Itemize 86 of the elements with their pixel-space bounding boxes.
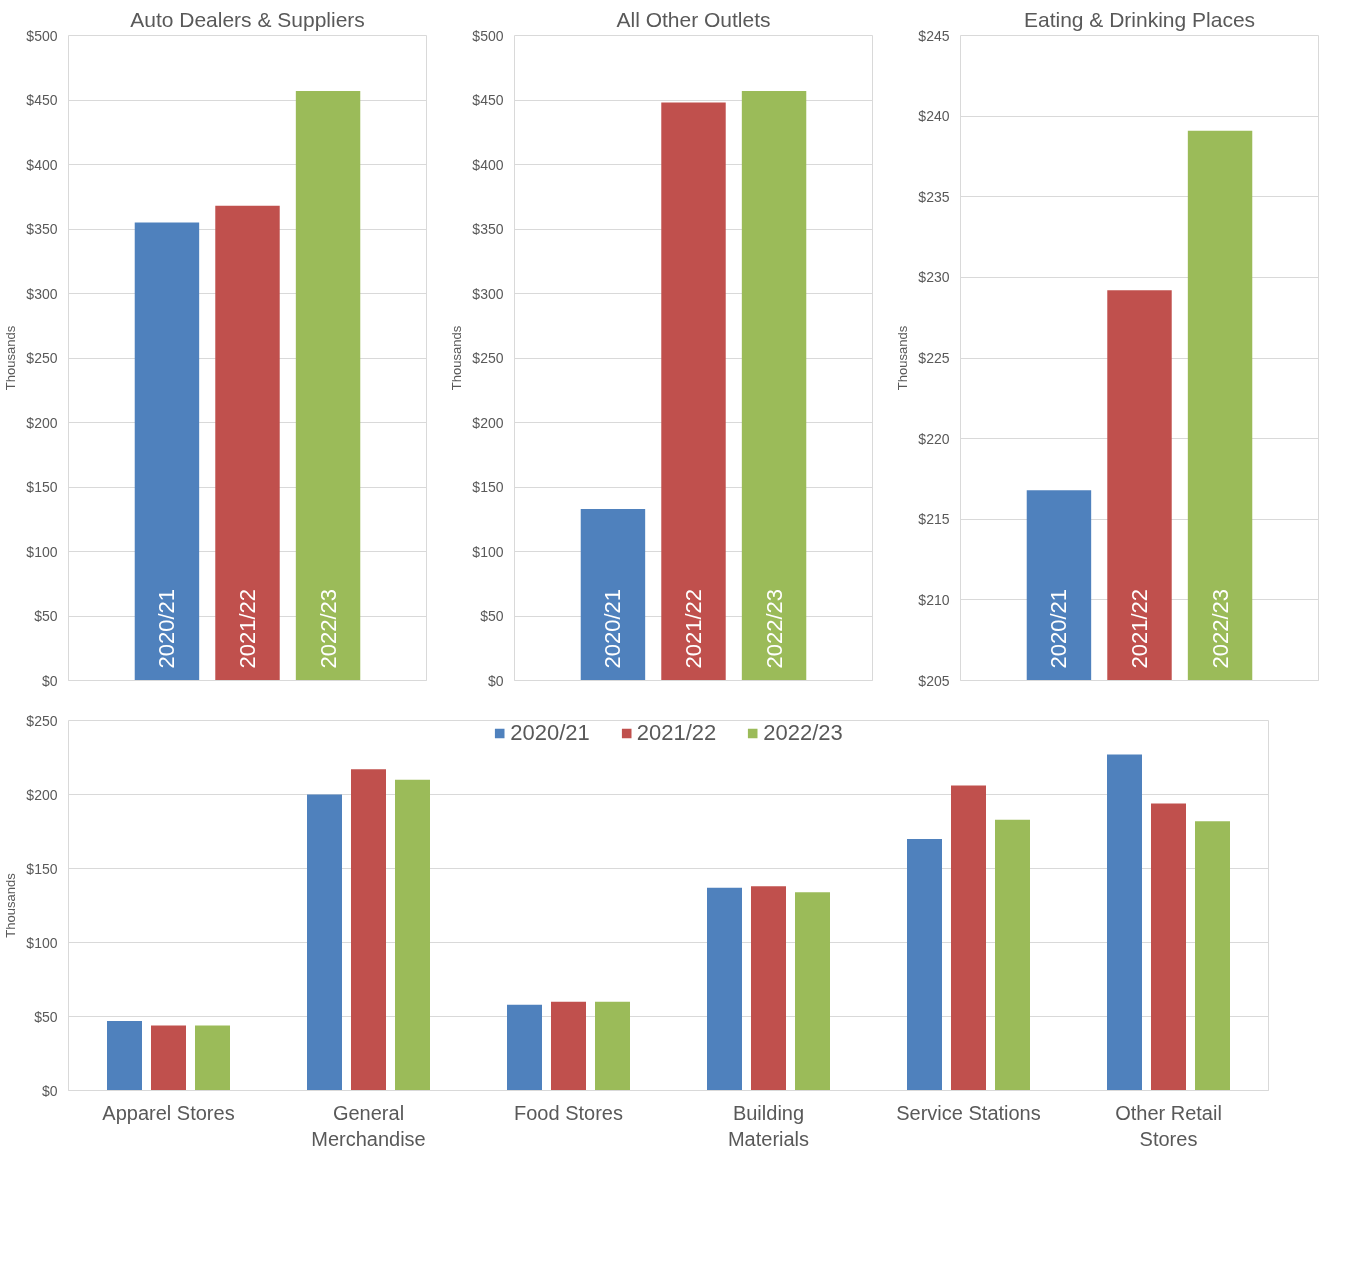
bar <box>1195 821 1230 1091</box>
bar <box>107 1020 142 1091</box>
series-label: 2022/23 <box>1207 588 1233 669</box>
y-tick-label: $450 <box>472 92 504 108</box>
y-axis-title: Thousands <box>895 325 911 391</box>
bar <box>295 90 361 681</box>
bar <box>395 779 430 1091</box>
y-tick-label: $300 <box>472 285 504 302</box>
bar <box>1151 803 1186 1091</box>
bar <box>951 785 986 1091</box>
y-tick-label: $150 <box>26 479 58 495</box>
bar <box>215 205 280 681</box>
y-tick-label: $0 <box>41 1082 58 1099</box>
y-axis-title: Thousands <box>3 325 19 391</box>
y-tick-label: $210 <box>918 591 950 608</box>
y-axis-title: Thousands <box>449 325 465 391</box>
y-tick-label: $150 <box>26 860 58 877</box>
series-label: 2020/21 <box>154 588 180 669</box>
y-tick-label: $0 <box>41 672 58 689</box>
series-label: 2022/23 <box>761 588 787 669</box>
y-tick-label: $500 <box>26 27 58 44</box>
bar <box>195 1025 230 1091</box>
series-label: 2021/22 <box>1127 588 1152 669</box>
y-tick-label: $200 <box>472 414 504 431</box>
series-label: 2021/22 <box>681 588 706 669</box>
y-tick-label: $50 <box>34 608 58 624</box>
y-tick-label: $200 <box>26 786 58 803</box>
y-tick-label: $230 <box>918 269 950 286</box>
chart-title: Auto Dealers & Suppliers <box>130 7 365 31</box>
bar <box>707 887 742 1091</box>
bar <box>661 102 726 681</box>
legend-label: 2020/21 <box>510 720 590 746</box>
bar <box>795 892 830 1091</box>
bar <box>507 1004 542 1091</box>
y-tick-label: $250 <box>26 712 58 729</box>
bar <box>307 794 342 1091</box>
bar <box>995 819 1030 1091</box>
y-tick-label: $220 <box>918 430 950 447</box>
y-tick-label: $350 <box>472 221 504 237</box>
bar <box>595 1001 630 1091</box>
chart-title: All Other Outlets <box>616 7 771 31</box>
y-tick-label: $240 <box>918 108 950 125</box>
y-tick-label: $250 <box>472 350 504 366</box>
series-label: 2022/23 <box>315 588 341 669</box>
y-tick-label: $225 <box>918 350 950 366</box>
y-tick-label: $100 <box>26 543 58 560</box>
y-tick-label: $450 <box>26 92 58 108</box>
legend-label: 2021/22 <box>636 720 717 746</box>
y-tick-label: $0 <box>487 672 504 689</box>
x-tick-label: Food Stores <box>514 1101 623 1124</box>
x-tick-label: Other Retail Stores <box>1115 1101 1222 1150</box>
y-tick-label: $50 <box>34 1008 58 1025</box>
y-axis-title: Thousands <box>3 872 19 938</box>
y-tick-label: $400 <box>472 156 504 173</box>
legend-label: 2022/23 <box>763 720 843 746</box>
y-tick-label: $500 <box>472 27 504 44</box>
y-tick-label: $250 <box>26 350 58 366</box>
chart-title: Eating & Drinking Places <box>1023 7 1256 31</box>
y-tick-label: $150 <box>472 479 504 495</box>
series-label: 2021/22 <box>235 588 260 669</box>
bar <box>551 1001 586 1091</box>
y-tick-label: $50 <box>480 608 504 624</box>
bar <box>351 769 386 1091</box>
y-tick-label: $215 <box>918 511 950 528</box>
y-tick-label: $245 <box>918 27 950 44</box>
series-label: 2020/21 <box>600 588 626 669</box>
y-tick-label: $235 <box>918 188 950 205</box>
bar <box>151 1025 186 1091</box>
y-tick-label: $100 <box>472 543 504 560</box>
x-tick-label: Building Materials <box>727 1101 810 1150</box>
bar <box>580 508 646 681</box>
y-tick-label: $400 <box>26 156 58 173</box>
x-tick-label: Apparel Stores <box>102 1101 235 1124</box>
bar <box>741 90 807 681</box>
x-tick-label: General Merchandise <box>311 1101 426 1150</box>
bar <box>134 222 200 681</box>
y-tick-label: $350 <box>26 221 58 237</box>
bar <box>751 886 786 1091</box>
y-tick-label: $100 <box>26 934 58 951</box>
y-tick-label: $200 <box>26 414 58 431</box>
bar <box>907 838 942 1091</box>
series-label: 2020/21 <box>1046 588 1072 669</box>
y-tick-label: $205 <box>918 672 950 689</box>
y-tick-label: $300 <box>26 285 58 302</box>
x-tick-label: Service Stations <box>896 1101 1041 1124</box>
bar <box>1107 754 1142 1091</box>
